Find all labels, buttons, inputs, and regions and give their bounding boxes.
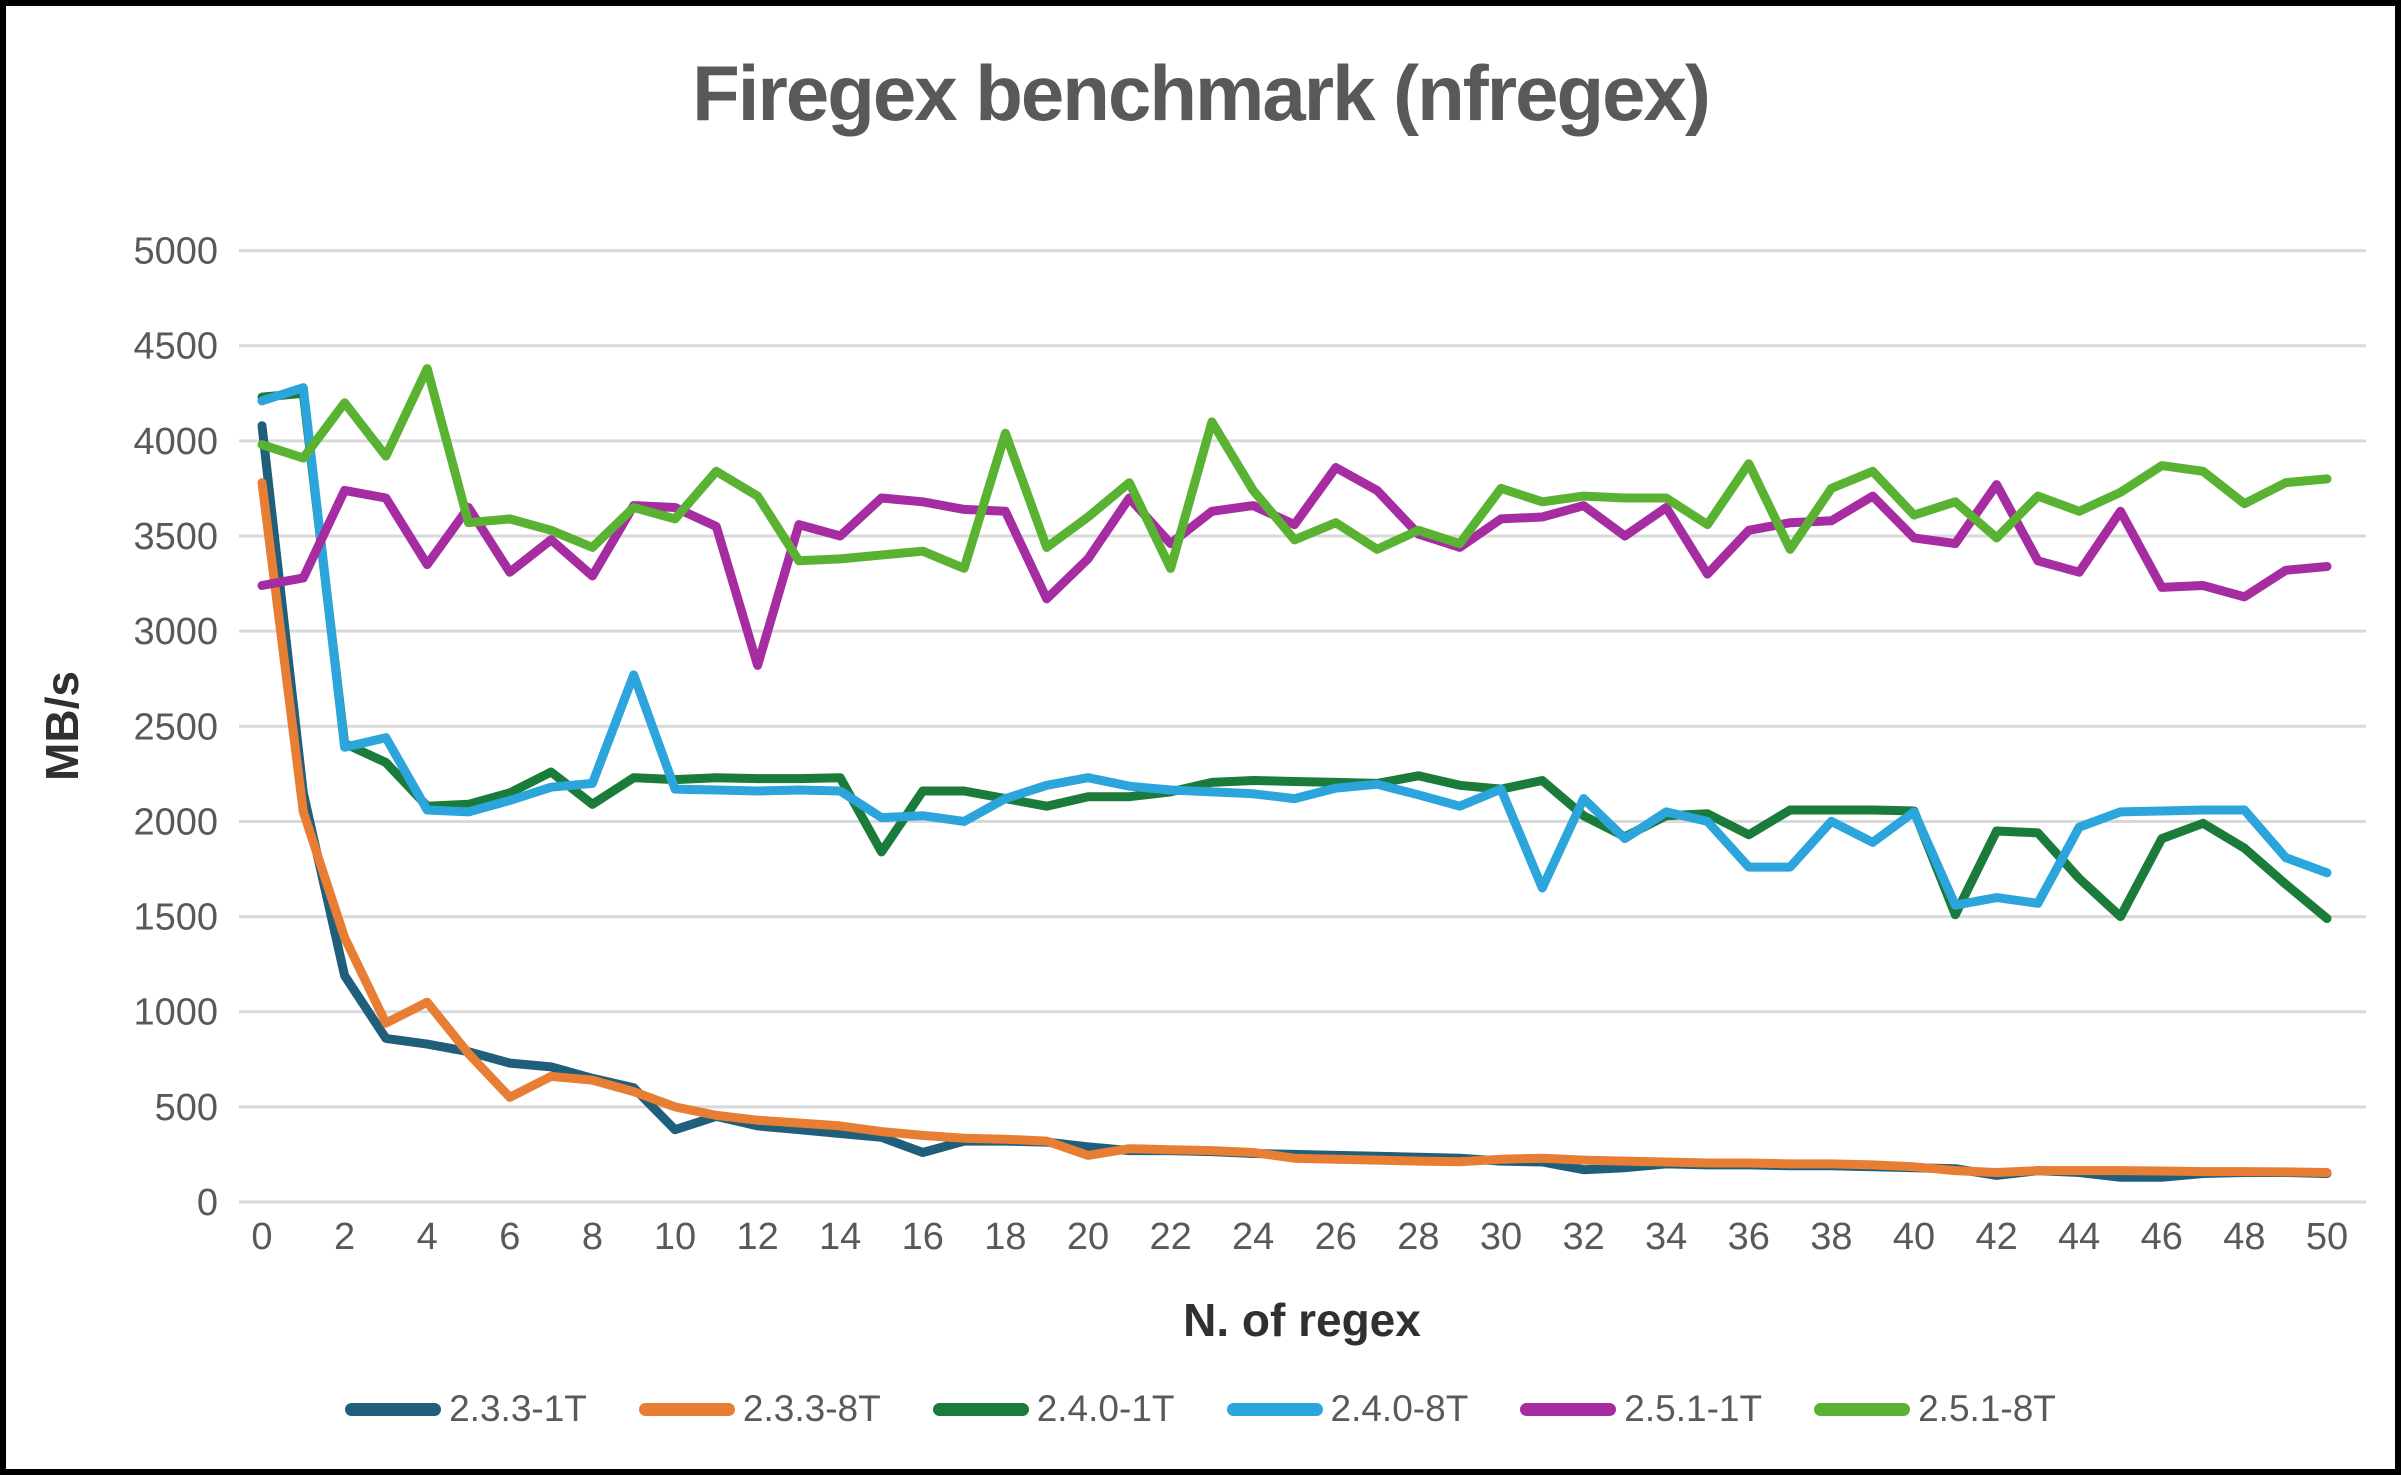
legend-swatch-icon (1814, 1402, 1911, 1416)
legend-item-2.5.1-1T: 2.5.1-1T (1520, 1388, 1762, 1430)
y-tick-label-1000: 1000 (133, 992, 218, 1034)
legend-item-2.3.3-1T: 2.3.3-1T (345, 1388, 587, 1430)
x-tick-label-44: 44 (2058, 1216, 2100, 1258)
series-line-2.4.0-8T (257, 383, 2332, 910)
y-axis-title: MB/s (36, 671, 88, 781)
x-tick-label-48: 48 (2223, 1216, 2265, 1258)
series-line-2.3.3-8T (257, 478, 2332, 1177)
x-tick-label-50: 50 (2306, 1216, 2348, 1258)
y-tick-label-1500: 1500 (133, 897, 218, 939)
legend-label: 2.3.3-1T (449, 1388, 587, 1429)
x-axis-tick-labels: 0 2 4 6 8 10 12 14 16 18 20 22 24 26 28 30 32 34 36 38 40 42 4… (251, 1216, 2348, 1258)
x-tick-label-30: 30 (1480, 1216, 1522, 1258)
x-tick-label-24: 24 (1232, 1216, 1274, 1258)
gridlines (239, 249, 2366, 1204)
chart-legend: 2.3.3-1T 2.3.3-8T 2.4.0-1T 2.4.0-8T 2.5.1-1T… (6, 1388, 2395, 1430)
x-tick-label-42: 42 (1975, 1216, 2017, 1258)
x-tick-label-38: 38 (1810, 1216, 1852, 1258)
series-line-2.5.1-1T (257, 463, 2332, 670)
x-tick-label-32: 32 (1562, 1216, 1604, 1258)
chart-title: Firegex benchmark (nfregex) (692, 49, 1711, 137)
legend-item-2.4.0-8T: 2.4.0-8T (1226, 1388, 1469, 1430)
legend-swatch-icon (1226, 1402, 1323, 1416)
x-tick-label-46: 46 (2141, 1216, 2183, 1258)
x-axis-title: N. of regex (1183, 1294, 1421, 1346)
legend-item-2.5.1-8T: 2.5.1-8T (1814, 1388, 2056, 1430)
x-tick-label-6: 6 (499, 1216, 520, 1258)
legend-swatch-icon (932, 1402, 1029, 1416)
y-tick-label-2000: 2000 (133, 801, 218, 843)
series-line-2.4.0-1T (257, 388, 2332, 923)
legend-label: 2.3.3-8T (742, 1388, 881, 1429)
legend-swatch-icon (638, 1402, 735, 1416)
x-tick-label-0: 0 (251, 1216, 272, 1258)
legend-label: 2.4.0-8T (1330, 1388, 1469, 1429)
x-tick-label-4: 4 (417, 1216, 438, 1258)
y-tick-label-3500: 3500 (133, 516, 218, 558)
series-lines (257, 364, 2332, 1182)
legend-swatch-icon (1520, 1402, 1617, 1416)
series-line-2.5.1-8T (257, 364, 2332, 573)
x-tick-label-28: 28 (1397, 1216, 1439, 1258)
x-tick-label-16: 16 (902, 1216, 944, 1258)
y-tick-label-4500: 4500 (133, 326, 218, 368)
y-tick-label-5000: 5000 (133, 231, 218, 273)
x-tick-label-36: 36 (1728, 1216, 1770, 1258)
x-tick-label-22: 22 (1149, 1216, 1191, 1258)
x-tick-label-18: 18 (984, 1216, 1026, 1258)
legend-label: 2.4.0-1T (1036, 1388, 1175, 1429)
y-tick-label-2500: 2500 (133, 706, 218, 748)
x-tick-label-14: 14 (819, 1216, 861, 1258)
legend-label: 2.5.1-1T (1624, 1388, 1763, 1429)
chart-plot-area: 0500100015002000250030003500400045005000… (36, 231, 2366, 1346)
x-tick-label-12: 12 (736, 1216, 778, 1258)
x-tick-label-2: 2 (334, 1216, 355, 1258)
y-tick-label-0: 0 (197, 1182, 218, 1224)
legend-item-2.3.3-8T: 2.3.3-8T (638, 1388, 881, 1430)
x-tick-label-20: 20 (1067, 1216, 1109, 1258)
x-tick-label-10: 10 (654, 1216, 696, 1258)
x-tick-label-40: 40 (1893, 1216, 1935, 1258)
legend-label: 2.5.1-8T (1918, 1388, 2056, 1429)
x-tick-label-8: 8 (582, 1216, 603, 1258)
y-tick-label-3000: 3000 (133, 611, 218, 653)
x-tick-label-26: 26 (1315, 1216, 1357, 1258)
y-tick-label-500: 500 (155, 1087, 218, 1129)
legend-item-2.4.0-1T: 2.4.0-1T (932, 1388, 1175, 1430)
y-tick-label-4000: 4000 (133, 421, 218, 463)
legend-swatch-icon (345, 1402, 442, 1416)
x-tick-label-34: 34 (1645, 1216, 1687, 1258)
y-axis-tick-labels: 0 500 1000 1500 2000 2500 3000 3500 4000 4500 5000 (133, 231, 218, 1224)
